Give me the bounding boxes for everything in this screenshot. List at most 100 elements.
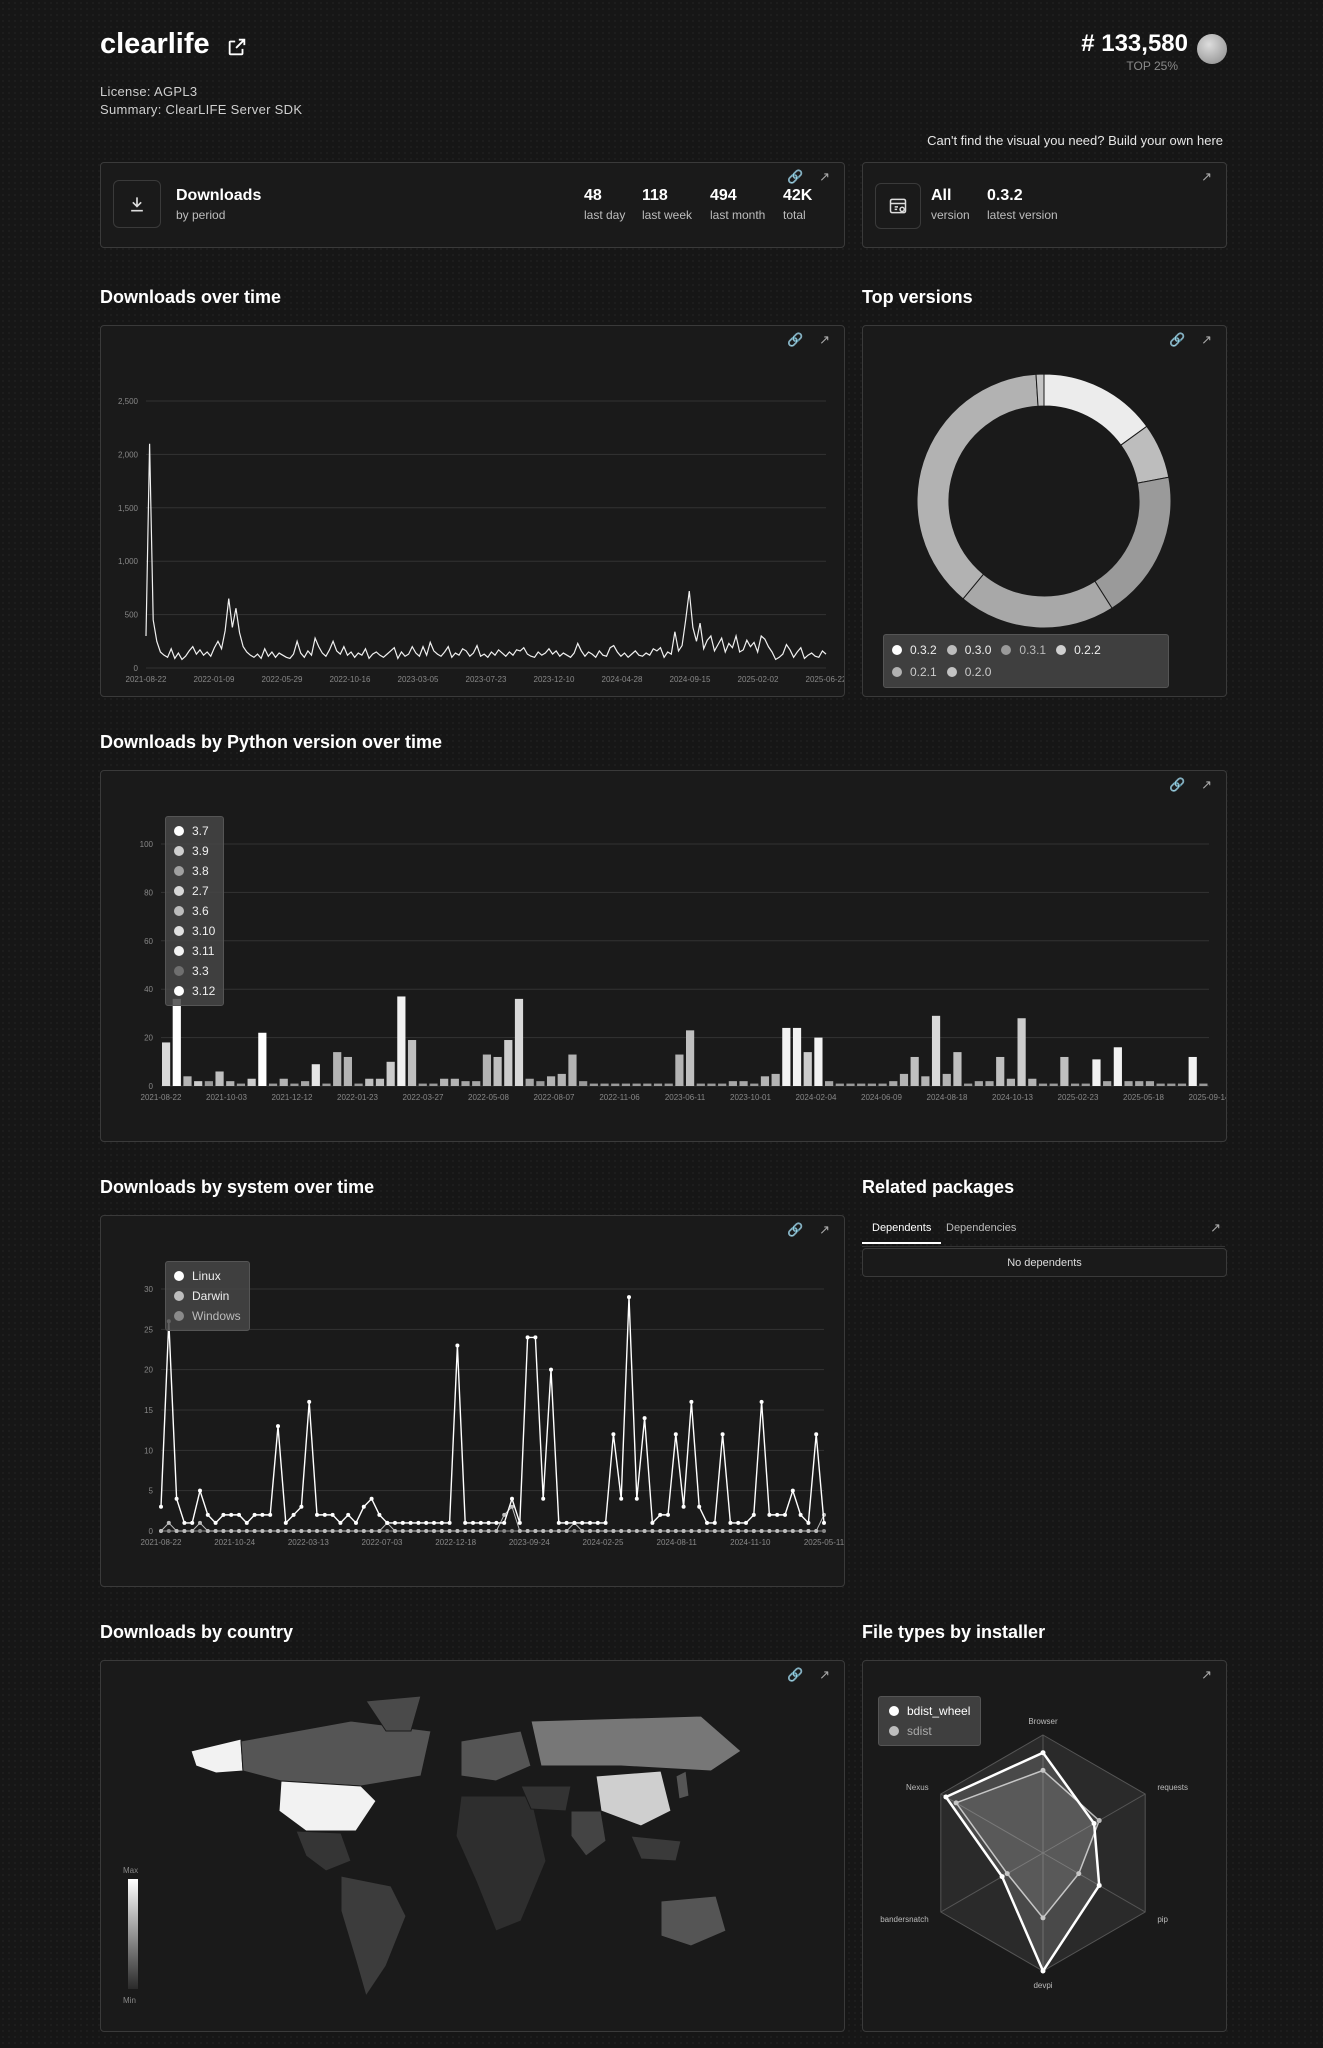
map-region-china[interactable] (595, 1770, 672, 1827)
system-legend[interactable]: Linux Darwin Windows (165, 1261, 250, 1331)
filetypes-legend[interactable]: bdist_wheel sdist (878, 1696, 982, 1746)
y-tick-label: 60 (144, 937, 153, 946)
system-point (385, 1529, 390, 1533)
map-region-india[interactable] (570, 1810, 607, 1857)
legend-item[interactable]: 3.9 (174, 841, 215, 861)
system-point (588, 1529, 592, 1533)
system-point (510, 1504, 514, 1509)
python-version-bar (525, 1078, 534, 1086)
x-tick-label: 2021-08-22 (126, 675, 167, 684)
python-version-bar (247, 1078, 256, 1086)
map-region-mexico[interactable] (295, 1830, 352, 1872)
top-versions-legend[interactable]: 0.3.2 0.3.0 0.3.1 0.2.2 0.2.1 0.2.0 (883, 634, 1169, 688)
section-title-top-versions: Top versions (862, 287, 973, 307)
system-point (814, 1432, 819, 1437)
y-tick-label: 1,500 (118, 504, 139, 513)
system-point (712, 1520, 717, 1525)
legend-item[interactable]: bdist_wheel (889, 1701, 970, 1721)
python-version-bar (643, 1083, 652, 1086)
legend-label: 2.7 (192, 884, 209, 898)
card-external-icon[interactable]: ↗ (1201, 169, 1218, 184)
legend-item[interactable]: 2.7 (174, 881, 215, 901)
chart-link-icons[interactable]: 🔗 ↗ (1169, 332, 1218, 347)
tab-dependencies[interactable]: Dependencies (946, 1222, 1017, 1234)
map-region-russia[interactable] (530, 1715, 742, 1772)
map-region-usa[interactable] (278, 1780, 377, 1832)
map-region-southeast-asia[interactable] (630, 1835, 682, 1862)
system-point (291, 1529, 296, 1533)
chart-link-icons[interactable]: 🔗 ↗ (1169, 777, 1218, 792)
chart-link-icons[interactable]: 🔗 ↗ (787, 332, 836, 347)
system-point (408, 1520, 413, 1525)
python-version-bar (311, 1064, 320, 1086)
legend-item[interactable]: Linux (174, 1266, 241, 1286)
system-point (229, 1529, 234, 1533)
x-tick-label: 2024-02-04 (796, 1093, 837, 1102)
chart-external-icon[interactable]: ↗ (1201, 1667, 1218, 1682)
tab-dependents[interactable]: Dependents (862, 1222, 942, 1244)
legend-item[interactable]: Windows (174, 1306, 241, 1326)
system-point (736, 1529, 741, 1533)
external-link-icon[interactable] (226, 36, 248, 58)
map-region-europe[interactable] (460, 1730, 532, 1782)
x-tick-label: 2025-02-02 (738, 675, 779, 684)
chart-link-icons[interactable]: 🔗 ↗ (787, 1667, 836, 1682)
system-point (486, 1529, 491, 1533)
map-region-south-america[interactable] (340, 1875, 407, 1998)
legend-item[interactable]: Darwin (174, 1286, 241, 1306)
python-version-bar (931, 1015, 941, 1086)
radar-point (1040, 1750, 1046, 1756)
legend-item[interactable]: 0.3.2 (892, 639, 937, 661)
version-select-icon[interactable] (875, 183, 921, 229)
system-point (658, 1512, 663, 1517)
python-version-legend[interactable]: 3.7 3.9 3.8 2.7 3.6 3.10 3.11 3.3 3.12 (165, 816, 225, 1006)
python-version-bar (686, 1030, 695, 1086)
legend-item[interactable]: 0.2.2 (1056, 639, 1101, 661)
legend-item[interactable]: 3.10 (174, 921, 215, 941)
legend-label: 3.10 (192, 924, 216, 938)
chart-link-icons[interactable]: 🔗 ↗ (787, 1222, 836, 1237)
legend-item[interactable]: sdist (889, 1721, 970, 1741)
top-percent-link[interactable]: TOP 25% (1126, 59, 1178, 73)
legend-item[interactable]: 0.3.0 (946, 639, 991, 661)
card-link-icons[interactable]: 🔗 ↗ (787, 169, 836, 184)
map-region-africa[interactable] (455, 1795, 547, 1932)
python-version-bar (1049, 1083, 1058, 1086)
legend-item[interactable]: 0.3.1 (1001, 639, 1046, 661)
system-point (666, 1529, 670, 1533)
python-version-bar (407, 1040, 417, 1086)
python-version-bar (482, 1054, 492, 1086)
system-point (393, 1520, 397, 1525)
map-region-canada[interactable] (240, 1720, 432, 1787)
build-your-own-link[interactable]: Can't find the visual you need? Build yo… (927, 133, 1223, 148)
legend-item[interactable]: 3.7 (174, 821, 215, 841)
python-version-bar (846, 1083, 855, 1086)
legend-item[interactable]: 0.2.0 (946, 661, 991, 683)
python-version-bar (1167, 1083, 1176, 1086)
python-version-bar (942, 1073, 951, 1086)
legend-item[interactable]: 3.3 (174, 961, 215, 981)
legend-item[interactable]: 3.8 (174, 861, 215, 881)
map-region-australia[interactable] (660, 1895, 727, 1947)
legend-item[interactable]: 3.6 (174, 901, 215, 921)
system-point (556, 1520, 561, 1525)
map-region-japan[interactable] (675, 1770, 690, 1800)
map-region-middle-east[interactable] (520, 1785, 572, 1812)
python-version-bar (632, 1083, 641, 1086)
map-region-alaska[interactable] (190, 1738, 244, 1774)
system-point (244, 1529, 249, 1533)
legend-item[interactable]: 0.2.1 (892, 661, 937, 683)
system-point (330, 1529, 335, 1533)
legend-item[interactable]: 3.11 (174, 941, 215, 961)
map-region-greenland[interactable] (365, 1695, 422, 1732)
python-version-bar (653, 1083, 663, 1086)
legend-item[interactable]: 3.12 (174, 981, 215, 1001)
version-all-value[interactable]: All (931, 187, 952, 204)
system-point (517, 1529, 522, 1533)
downloads-card-title: Downloads (176, 187, 262, 204)
related-external-icon[interactable]: ↗ (1210, 1220, 1221, 1235)
y-tick-label: 100 (140, 840, 154, 849)
system-point (759, 1399, 764, 1404)
y-tick-label: 20 (144, 1034, 153, 1043)
python-version-bar (782, 1027, 791, 1086)
